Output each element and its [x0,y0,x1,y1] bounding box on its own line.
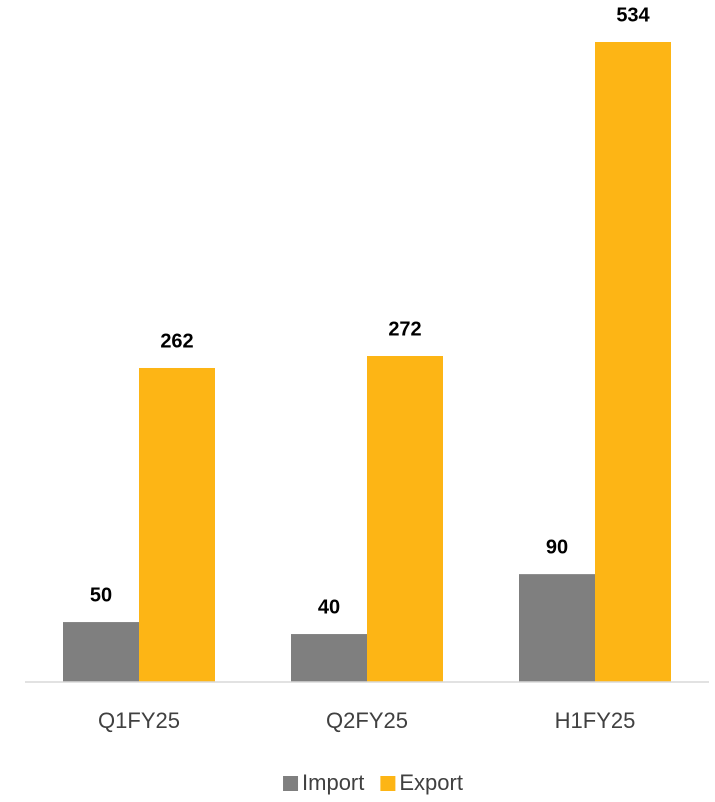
value-label: 534 [616,4,650,26]
bar [519,574,595,682]
value-label: 262 [160,330,193,352]
bar [595,42,671,682]
legend-label: Import [302,770,364,795]
bar [63,622,139,682]
value-label: 90 [546,536,568,558]
legend-swatch [283,776,299,791]
value-label: 50 [90,584,112,606]
bar [291,634,367,682]
bar [139,367,215,682]
legend-swatch [380,776,396,791]
legend-label: Export [399,770,463,795]
x-tick-label: Q2FY25 [326,708,408,733]
value-label: 40 [318,596,340,618]
bar [367,356,443,682]
x-tick-label: H1FY25 [555,708,636,733]
value-label: 272 [388,318,421,340]
x-tick-label: Q1FY25 [98,708,180,733]
